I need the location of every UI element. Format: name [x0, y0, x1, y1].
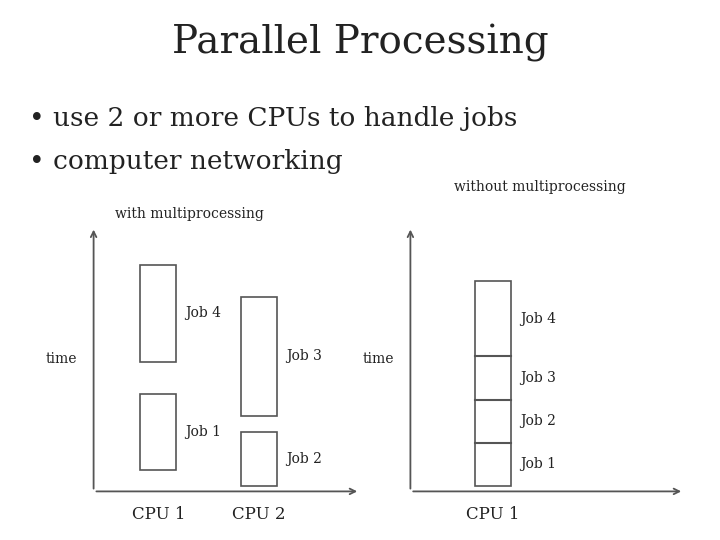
Text: CPU 2: CPU 2: [233, 505, 286, 523]
Text: Job 4: Job 4: [185, 306, 221, 320]
Bar: [475, 400, 511, 443]
Text: time: time: [45, 352, 77, 366]
Text: Job 3: Job 3: [286, 349, 322, 363]
Text: Parallel Processing: Parallel Processing: [171, 24, 549, 62]
Bar: [140, 265, 176, 362]
Text: CPU 1: CPU 1: [132, 505, 185, 523]
Bar: [241, 297, 277, 416]
Bar: [241, 432, 277, 486]
Bar: [475, 443, 511, 486]
Text: with multiprocessing: with multiprocessing: [115, 207, 264, 221]
Bar: [140, 394, 176, 470]
Text: Job 1: Job 1: [520, 457, 556, 471]
Bar: [475, 356, 511, 400]
Text: without multiprocessing: without multiprocessing: [454, 180, 626, 194]
Text: Job 2: Job 2: [520, 414, 556, 428]
Text: • computer networking: • computer networking: [29, 150, 343, 174]
Text: Job 4: Job 4: [520, 312, 556, 326]
Text: Job 2: Job 2: [286, 452, 322, 466]
Text: time: time: [362, 352, 394, 366]
Bar: [475, 281, 511, 356]
Text: CPU 1: CPU 1: [467, 505, 520, 523]
Text: Job 3: Job 3: [520, 371, 556, 385]
Text: • use 2 or more CPUs to handle jobs: • use 2 or more CPUs to handle jobs: [29, 106, 517, 131]
Text: Job 1: Job 1: [185, 425, 221, 439]
